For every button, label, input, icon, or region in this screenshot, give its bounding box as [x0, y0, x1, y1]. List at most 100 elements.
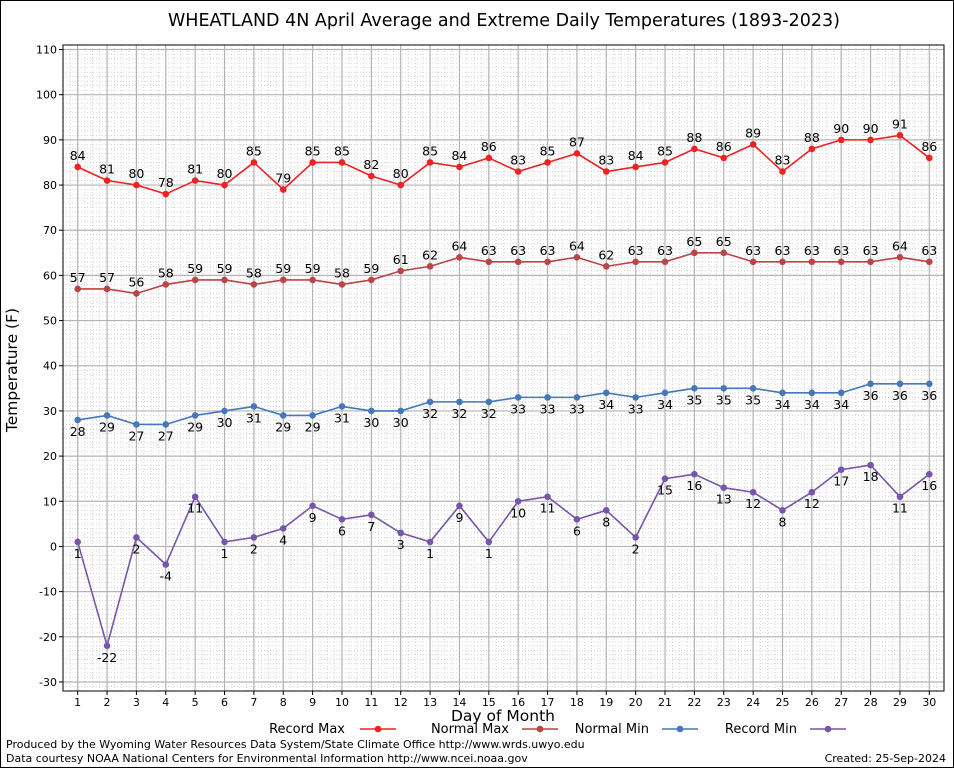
normal-max-line [77, 252, 930, 295]
normal-min-point [896, 380, 904, 388]
normal-max-data-label: 63 [510, 243, 526, 258]
chart-title: WHEATLAND 4N April Average and Extreme D… [168, 11, 840, 31]
y-tick-label: 10 [43, 495, 57, 508]
record-max-point [926, 154, 933, 162]
x-tick-label: 21 [658, 696, 672, 709]
record-min-data-label: 17 [833, 474, 849, 489]
record-max-point [544, 159, 551, 166]
normal-max-data-label: 59 [305, 261, 321, 276]
normal-max-point [309, 276, 316, 284]
normal-max-point [103, 285, 111, 293]
record-max-data-label: 89 [745, 125, 761, 140]
record-max-point [191, 177, 199, 184]
record-max-data-label: 79 [275, 171, 291, 186]
normal-max-data-label: 63 [481, 243, 497, 258]
normal-min-data-label: 27 [158, 428, 174, 443]
record-min-data-label: 1 [74, 546, 82, 561]
normal-min-point [456, 398, 463, 406]
record-max-point [338, 159, 346, 166]
normal-max-data-label: 63 [833, 243, 849, 258]
normal-min-point [926, 380, 933, 388]
normal-max-data-label: 65 [686, 234, 702, 249]
normal-max-point [720, 249, 728, 257]
x-tick-label: 20 [629, 696, 643, 709]
normal-max-point [544, 258, 551, 266]
record-max-point [867, 136, 874, 144]
normal-min-point [133, 421, 140, 428]
y-tick-label: -20 [39, 631, 57, 644]
record-min-data-label: 9 [309, 510, 317, 525]
x-tick-label: 29 [893, 696, 907, 709]
x-tick-label: 3 [133, 696, 140, 709]
y-tick-label: 110 [36, 44, 57, 57]
x-tick-label: 5 [192, 696, 199, 709]
legend-label-normal-max: Normal Max [431, 722, 509, 737]
x-axis-label: Day of Month [451, 707, 555, 725]
x-tick-label: 11 [364, 696, 378, 709]
record-max-data-label: 88 [804, 130, 820, 145]
record-max-data-label: 86 [716, 139, 732, 154]
y-tick-label: 70 [43, 224, 57, 237]
normal-max-point [338, 281, 346, 288]
normal-min-data-label: 36 [921, 388, 937, 403]
normal-min-point [74, 416, 81, 424]
record-max-point [103, 177, 111, 184]
x-tick-label: 19 [599, 696, 613, 709]
record-max-point [133, 181, 140, 189]
normal-max-point [691, 249, 698, 257]
normal-min-data-label: 29 [305, 419, 321, 434]
x-tick-label: 25 [775, 696, 789, 709]
normal-min-data-label: 28 [70, 424, 86, 439]
record-min-point [191, 493, 199, 501]
normal-min-data-label: 34 [804, 397, 820, 412]
footer-created: Created: 25-Sep-2024 [825, 752, 946, 765]
record-min-point [573, 516, 581, 523]
record-max-point [661, 159, 669, 166]
record-min-point [485, 538, 493, 546]
record-min-point [250, 534, 258, 541]
normal-min-data-label: 33 [628, 401, 644, 416]
normal-max-data-label: 63 [540, 243, 556, 258]
x-tick-label: 23 [717, 696, 731, 709]
record-min-data-label: 8 [779, 514, 787, 529]
normal-min-point [368, 407, 375, 415]
record-max-point [749, 141, 757, 148]
normal-min-data-label: 33 [569, 401, 585, 416]
normal-max-data-label: 63 [745, 243, 761, 258]
record-max-point [250, 159, 258, 166]
normal-max-data-label: 61 [393, 252, 409, 267]
normal-min-data-label: 27 [128, 428, 144, 443]
x-tick-label: 30 [922, 696, 936, 709]
record-max-point [602, 168, 610, 175]
record-max-data-label: 88 [686, 130, 702, 145]
normal-max-data-label: 59 [217, 261, 233, 276]
normal-max-data-label: 63 [804, 243, 820, 258]
y-axis-ticks: -30 -20 -10 0 10 20 30 40 50 60 70 80 90 100 110 [36, 44, 63, 689]
record-min-point [133, 534, 140, 541]
x-tick-label: 16 [511, 696, 525, 709]
y-tick-label: 40 [43, 360, 57, 373]
normal-max-data-label: 58 [158, 265, 174, 280]
normal-min-data-label: 34 [657, 397, 673, 412]
record-min-point [544, 493, 551, 501]
series [74, 132, 933, 650]
record-max-point [632, 163, 639, 171]
normal-min-data-label: 30 [217, 415, 233, 430]
normal-max-point [926, 258, 933, 266]
x-tick-label: 28 [864, 696, 878, 709]
legend-marker-record-max [374, 725, 382, 733]
normal-min-point [397, 407, 405, 415]
normal-max-data-label: 56 [128, 274, 144, 289]
normal-min-point [808, 389, 816, 397]
normal-max-point [837, 258, 845, 266]
record-min-point [926, 470, 933, 478]
record-max-point [573, 150, 581, 157]
x-tick-label: 4 [162, 696, 169, 709]
normal-min-point [544, 394, 551, 401]
normal-min-data-label: 36 [863, 388, 879, 403]
record-min-data-label: 11 [187, 501, 203, 516]
normal-min-data-label: 35 [745, 392, 761, 407]
normal-max-point [397, 267, 405, 275]
normal-min-point [426, 398, 434, 406]
normal-max-point [456, 254, 463, 261]
